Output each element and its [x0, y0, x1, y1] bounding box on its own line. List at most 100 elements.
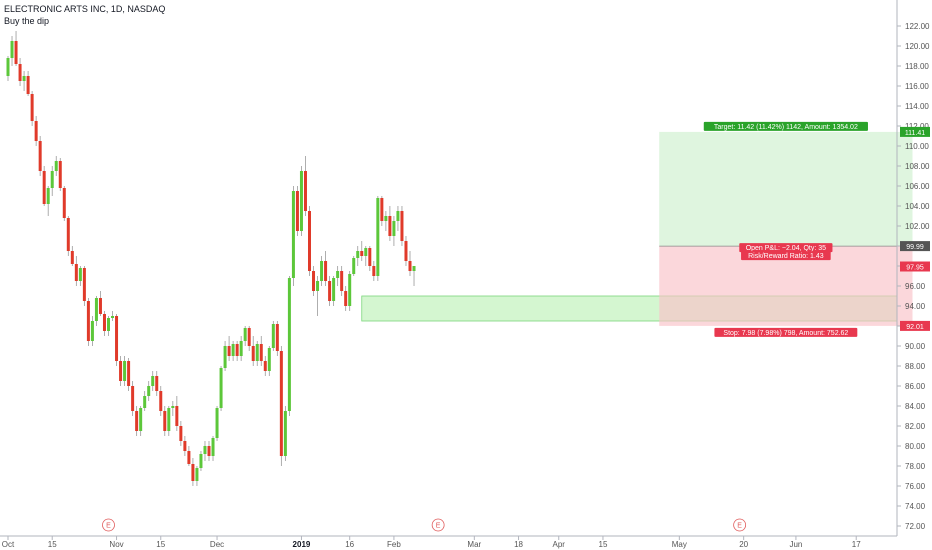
target-annotation: Target: 11.42 (11.42%) 1142, Amount: 135… — [714, 124, 858, 131]
candle — [171, 401, 175, 416]
candle-body — [159, 391, 163, 411]
candle — [203, 441, 207, 461]
candle — [364, 246, 368, 266]
candle-body — [376, 198, 380, 276]
candle — [376, 196, 380, 281]
candle — [360, 241, 364, 261]
earnings-marker[interactable]: E — [431, 518, 445, 532]
x-tick-label: 15 — [48, 540, 57, 549]
candle-body — [251, 346, 255, 361]
candle-body — [368, 248, 372, 266]
candle — [235, 341, 239, 361]
y-tick-label: 76.00 — [905, 482, 926, 491]
candle — [271, 321, 275, 351]
candle-body — [239, 341, 243, 356]
candle-body — [26, 76, 30, 94]
candle — [211, 436, 215, 461]
candle-body — [102, 314, 106, 331]
candle-body — [408, 261, 412, 271]
candle — [131, 381, 135, 416]
candle-body — [396, 211, 400, 221]
stop-annotation: Stop: 7.98 (7.98%) 798, Amount: 752.62 — [723, 330, 848, 337]
candle-body — [143, 396, 147, 408]
y-tick-label: 102.00 — [905, 222, 930, 231]
risk-reward-annotation-bg — [741, 251, 831, 261]
time-axis[interactable]: Oct 15 Nov 15 Dec 2019 16 Feb Mar 18 Apr 15 May 20 Jun… — [0, 535, 897, 549]
candle-body — [344, 291, 348, 306]
candle-body — [219, 368, 223, 408]
candle-body — [42, 171, 46, 204]
candle-body — [34, 121, 38, 141]
risk-reward-annotation: Risk/Reward Ratio: 1.43 — [748, 253, 824, 260]
candle-body — [235, 344, 239, 356]
earnings-marker[interactable]: E — [102, 518, 115, 532]
candle — [219, 366, 223, 411]
price-label-price: 97.95 — [906, 265, 924, 272]
candle-body — [14, 41, 18, 64]
candle — [312, 266, 316, 296]
candle-body — [384, 216, 388, 221]
y-tick-label: 90.00 — [905, 342, 926, 351]
candle — [400, 206, 404, 246]
candle — [102, 311, 106, 336]
price-label-stop: 92.01 — [906, 324, 924, 331]
candle-body — [299, 171, 303, 231]
candle-body — [364, 248, 368, 256]
target-area[interactable] — [659, 131, 913, 247]
price-labels: Target: 11.42 (11.42%) 1142, Amount: 135… — [703, 121, 930, 337]
candle-body — [271, 324, 275, 348]
candle — [191, 458, 195, 486]
candle — [283, 406, 287, 461]
candle — [340, 266, 344, 296]
candle — [372, 261, 376, 281]
y-tick-label: 114.00 — [905, 102, 929, 111]
candle — [324, 251, 328, 286]
price-label-bg — [900, 261, 930, 272]
candle-body — [247, 328, 251, 346]
x-tick-label: 17 — [852, 540, 861, 549]
price-label-target: 111.41 — [905, 130, 925, 137]
candle — [368, 246, 372, 271]
candle-body — [223, 346, 227, 368]
candle — [111, 311, 115, 321]
candle — [267, 346, 271, 376]
candle — [243, 326, 247, 346]
long-position-tool[interactable] — [659, 131, 913, 326]
candle — [90, 316, 94, 346]
candle — [151, 371, 155, 391]
x-tick-label: Apr — [553, 540, 566, 549]
candle-body — [215, 408, 219, 438]
x-tick-label: 16 — [345, 540, 354, 549]
candle — [10, 36, 14, 66]
candle-body — [380, 198, 384, 221]
candle-body — [243, 328, 247, 341]
candle — [352, 256, 356, 276]
y-tick-label: 82.00 — [905, 422, 926, 431]
x-tick-label: Jun — [789, 540, 802, 549]
candle-body — [259, 344, 263, 361]
candle — [412, 266, 416, 286]
earnings-marker[interactable]: E — [733, 518, 747, 532]
candle-body — [207, 446, 211, 456]
candle — [175, 396, 179, 431]
y-tick-label: 118.00 — [905, 62, 929, 71]
candle-body — [295, 191, 299, 231]
candle-body — [62, 188, 66, 218]
candle-body — [283, 411, 287, 456]
candle-body — [111, 316, 115, 318]
x-tick-label: Mar — [467, 540, 481, 549]
x-tick-label: Nov — [109, 540, 123, 549]
y-tick-label: 80.00 — [905, 442, 926, 451]
candle — [98, 291, 102, 316]
candle-body — [336, 271, 340, 278]
candle — [46, 186, 50, 216]
y-tick-label: 106.00 — [905, 182, 930, 191]
candle — [62, 186, 66, 221]
price-axis[interactable]: 72.00 74.00 76.00 78.00 80.00 82.00 84.00 86.00… — [896, 0, 930, 536]
y-tick-label: 122.00 — [905, 22, 930, 31]
candle-body — [195, 468, 199, 481]
open-pnl-annotation-bg — [739, 243, 833, 253]
candle-body — [175, 406, 179, 426]
